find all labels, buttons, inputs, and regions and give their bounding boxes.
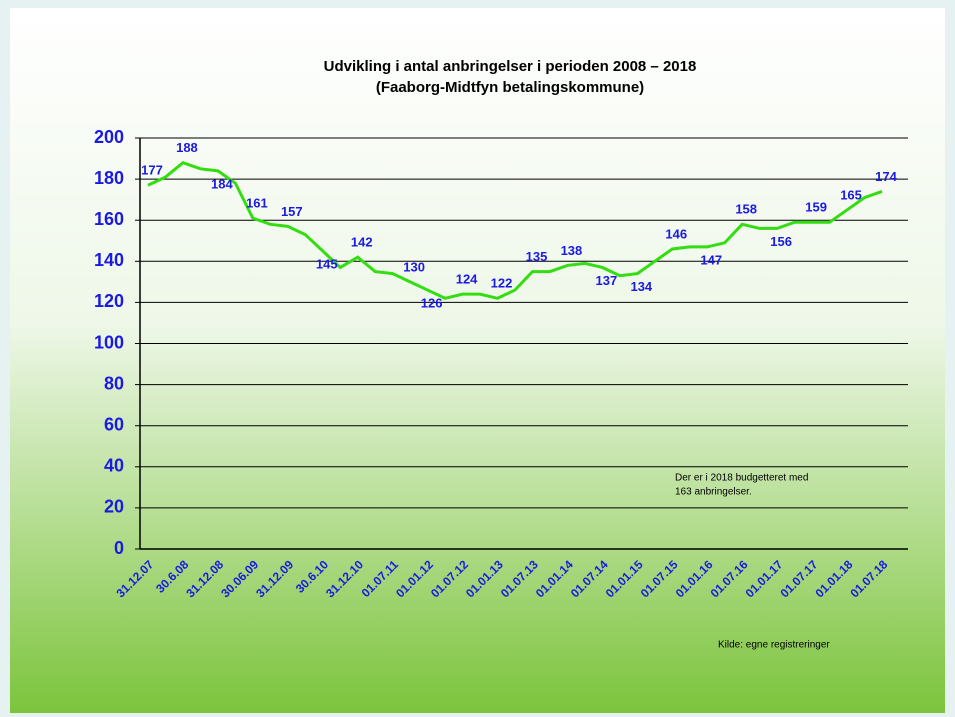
- y-tick-label: 60: [104, 414, 124, 434]
- data-label: 188: [176, 140, 198, 155]
- data-label: 177: [141, 163, 163, 178]
- y-tick-label: 140: [94, 250, 124, 270]
- chart-title: Udvikling i antal anbringelser i periode…: [324, 58, 697, 75]
- y-tick-label: 0: [114, 538, 124, 558]
- y-tick-label: 20: [104, 497, 124, 517]
- data-label: 156: [770, 234, 792, 249]
- data-label: 146: [665, 226, 687, 241]
- annotation: Der er i 2018 budgetteret med: [675, 473, 808, 484]
- data-label: 158: [735, 202, 757, 217]
- chart-subtitle: (Faaborg-Midtfyn betalingskommune): [376, 79, 644, 96]
- y-tick-label: 160: [94, 209, 124, 229]
- data-label: 147: [700, 252, 722, 267]
- y-tick-label: 200: [94, 127, 124, 147]
- y-tick-label: 180: [94, 168, 124, 188]
- data-line: [147, 160, 883, 300]
- data-label: 165: [840, 187, 862, 202]
- source-note: Kilde: egne registreringer: [718, 640, 830, 651]
- data-label: 138: [561, 243, 583, 258]
- data-label: 174: [875, 169, 897, 184]
- background: [10, 8, 945, 713]
- data-label: 134: [630, 279, 652, 294]
- data-label: 130: [403, 259, 425, 274]
- data-label: 161: [246, 196, 268, 211]
- data-label: 157: [281, 204, 303, 219]
- y-tick-label: 100: [94, 332, 124, 352]
- y-tick-label: 40: [104, 456, 124, 476]
- y-tick-label: 80: [104, 373, 124, 393]
- y-tick-label: 120: [94, 291, 124, 311]
- data-label: 135: [526, 249, 548, 264]
- data-label: 145: [316, 256, 338, 271]
- data-label: 124: [456, 272, 478, 287]
- data-label: 137: [596, 273, 618, 288]
- data-label: 122: [491, 276, 513, 291]
- annotation: 163 anbringelser.: [675, 487, 752, 498]
- data-label: 142: [351, 235, 373, 250]
- data-label: 184: [211, 176, 233, 191]
- data-label: 126: [421, 296, 443, 311]
- data-label: 159: [805, 200, 827, 215]
